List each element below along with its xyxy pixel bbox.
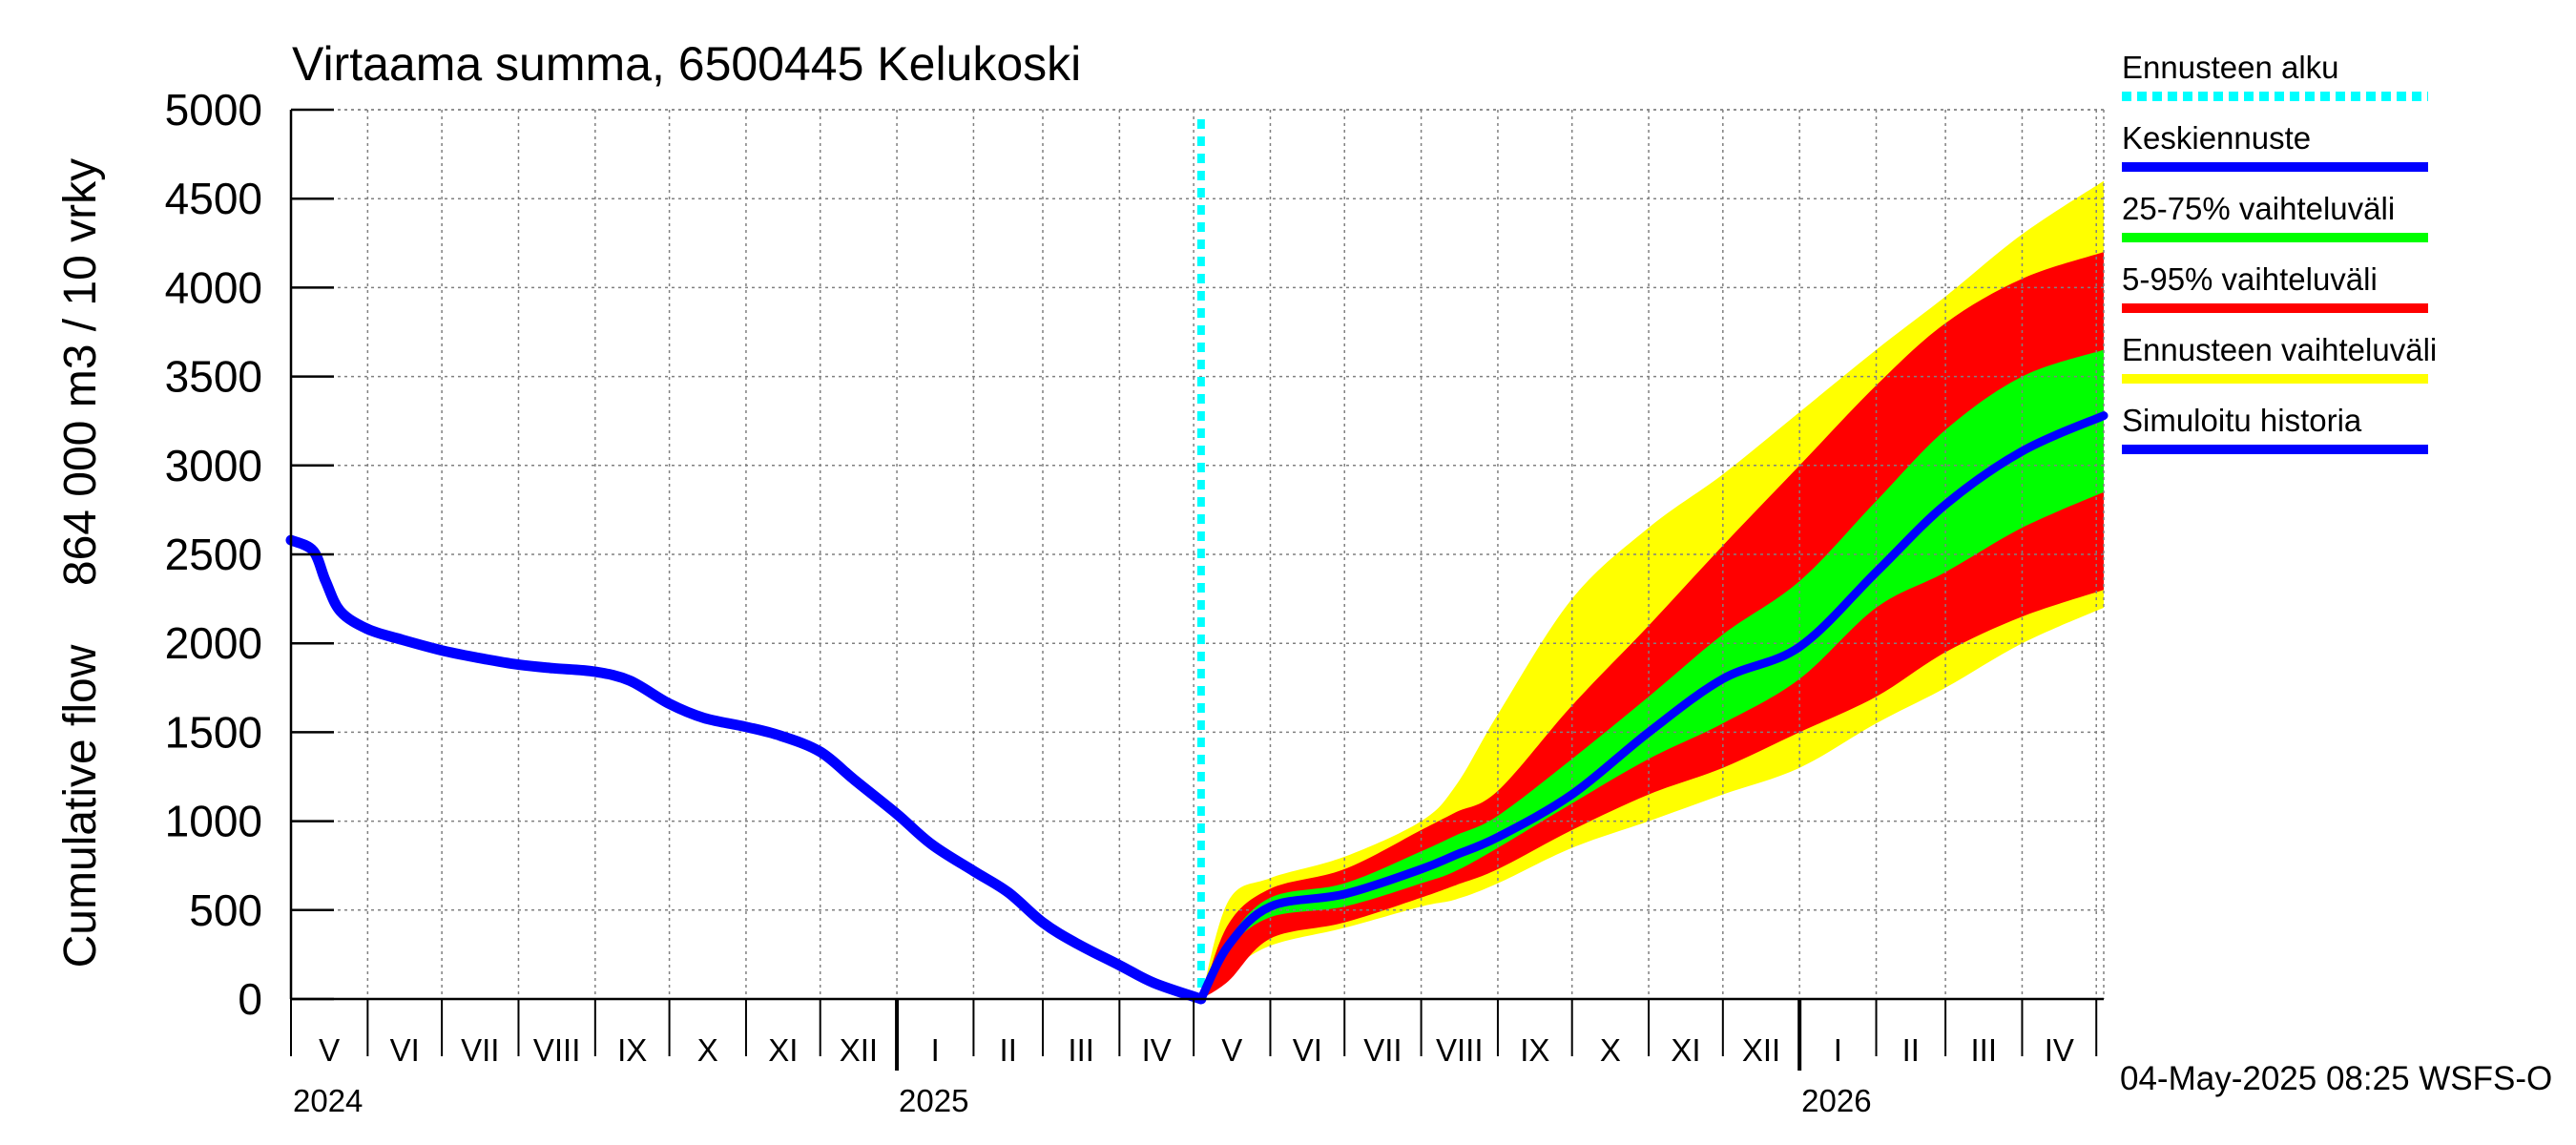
month-tick-label: VII: [1363, 1032, 1402, 1068]
month-tick-label: VIII: [533, 1032, 581, 1068]
y-tick-label: 4000: [165, 262, 262, 312]
month-tick-label: XI: [768, 1032, 798, 1068]
month-tick-label: VIII: [1436, 1032, 1484, 1068]
legend-label: Ennusteen alku: [2122, 50, 2339, 85]
series-lines: [285, 119, 2109, 1005]
month-tick-label: XII: [840, 1032, 878, 1068]
month-tick-label: I: [931, 1032, 940, 1068]
grid-lines: [291, 109, 2105, 999]
median-forecast-line: [1196, 411, 2109, 1004]
y-tick-label: 1500: [165, 707, 262, 757]
legend-label: Keskiennuste: [2122, 120, 2311, 156]
axes: 0 500 1000 1500 2000 2500 3000 3500 4000 4500 5000…: [165, 85, 2104, 1118]
y-tick-label: 500: [189, 885, 262, 935]
y-tick-label: 5000: [165, 85, 262, 135]
year-tick-label: 2024: [293, 1083, 363, 1118]
legend-label: Ennusteen vaihteluväli: [2122, 332, 2437, 367]
month-tick-label: IX: [617, 1032, 647, 1068]
month-tick-label: VII: [461, 1032, 499, 1068]
month-tick-label: X: [697, 1032, 718, 1068]
y-axis-label-2: 864 000 m3 / 10 vrky: [55, 158, 106, 586]
y-tick-label: 0: [238, 974, 262, 1024]
month-tick-label: XI: [1671, 1032, 1700, 1068]
legend-label: Simuloitu historia: [2122, 403, 2362, 438]
band-25-75: [1200, 349, 2104, 1000]
month-tick-label: V: [319, 1032, 340, 1068]
legend-label: 5-95% vaihteluväli: [2122, 261, 2378, 297]
month-tick-label: I: [1834, 1032, 1842, 1068]
month-tick-label: XII: [1742, 1032, 1780, 1068]
month-tick-label: III: [1068, 1032, 1094, 1068]
y-axis-label-1: Cumulative flow: [55, 644, 106, 968]
band-5-95: [1200, 252, 2104, 1000]
y-tick-label: 4500: [165, 174, 262, 223]
y-tick-label: 3000: [165, 441, 262, 490]
month-tick-label: III: [1971, 1032, 1998, 1068]
year-tick-label: 2025: [899, 1083, 968, 1118]
forecast-bands: [1200, 180, 2104, 1000]
y-tick-label: 3500: [165, 352, 262, 402]
legend: Ennusteen alku Keskiennuste 25-75% vaihtel…: [2122, 50, 2437, 454]
history-line: [285, 534, 1207, 1005]
month-tick-label: V: [1221, 1032, 1242, 1068]
y-tick-label: 2000: [165, 618, 262, 668]
year-tick-label: 2026: [1801, 1083, 1871, 1118]
y-tick-label: 2500: [165, 530, 262, 579]
month-tick-label: IV: [2045, 1032, 2074, 1068]
month-tick-label: VI: [390, 1032, 420, 1068]
legend-label: 25-75% vaihteluväli: [2122, 191, 2395, 226]
y-tick-label: 1000: [165, 797, 262, 846]
footer-timestamp: 04-May-2025 08:25 WSFS-O: [2120, 1060, 2552, 1097]
month-tick-label: VI: [1293, 1032, 1322, 1068]
month-tick-label: IV: [1142, 1032, 1172, 1068]
month-tick-label: IX: [1520, 1032, 1549, 1068]
chart-title: Virtaama summa, 6500445 Kelukoski: [292, 37, 1081, 91]
month-tick-label: II: [1902, 1032, 1920, 1068]
month-tick-label: X: [1600, 1032, 1621, 1068]
month-tick-label: II: [1000, 1032, 1017, 1068]
